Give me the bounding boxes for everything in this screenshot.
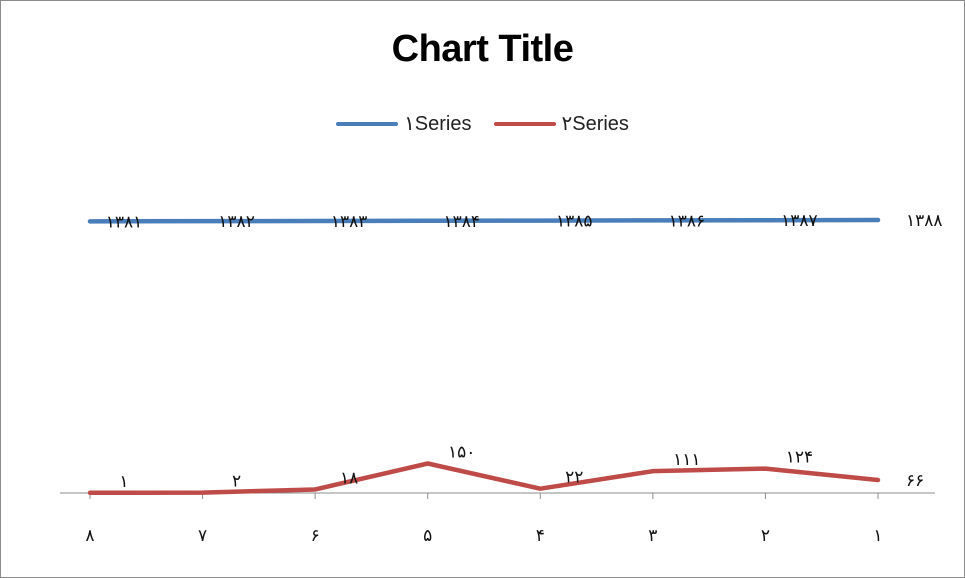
data-label-series-1: ۱۳۸۳ bbox=[331, 212, 368, 232]
data-label-series-2: ۱۱۱ bbox=[673, 450, 700, 470]
x-tick-label: ۲ bbox=[761, 526, 770, 546]
x-tick-label: ۵ bbox=[423, 526, 432, 546]
legend-label-series-1: ۱Series bbox=[404, 113, 472, 135]
data-label-series-2: ۲ bbox=[232, 472, 241, 492]
x-tick-label: ۷ bbox=[198, 526, 207, 546]
x-tick-label: ۶ bbox=[311, 526, 320, 546]
series-line-2 bbox=[87, 461, 881, 496]
legend-swatch-series-2 bbox=[493, 121, 556, 126]
legend-label-series-2: ۲Series bbox=[561, 113, 629, 135]
data-label-series-1: ۱۳۸۴ bbox=[443, 212, 480, 232]
data-label-series-2: ۱۸ bbox=[340, 468, 358, 488]
legend-item-series-2: ۲Series bbox=[493, 111, 629, 136]
data-label-series-2: ۲۲ bbox=[565, 468, 583, 488]
data-label-series-1: ۱۳۸۸ bbox=[906, 211, 943, 231]
data-label-series-2: ۱۵۰ bbox=[448, 442, 475, 462]
data-label-series-2: ۱ bbox=[119, 472, 128, 492]
chart-title: Chart Title bbox=[391, 28, 574, 70]
data-label-series-1: ۱۳۸۲ bbox=[218, 212, 255, 232]
legend: ۱Series ۲Series bbox=[0, 111, 965, 136]
data-label-series-1: ۱۳۸۷ bbox=[781, 211, 818, 231]
x-tick-label: ۱ bbox=[873, 526, 882, 546]
data-label-series-2: ۶۶ bbox=[906, 471, 924, 491]
data-label-series-1: ۱۳۸۱ bbox=[106, 212, 143, 232]
x-tick-label: ۳ bbox=[648, 526, 657, 546]
data-label-series-1: ۱۳۸۶ bbox=[669, 211, 706, 231]
x-tick-label: ۸ bbox=[85, 526, 94, 546]
series-line-1 bbox=[87, 217, 881, 224]
data-label-series-1: ۱۳۸۵ bbox=[556, 212, 593, 232]
x-tick-label: ۴ bbox=[536, 526, 545, 546]
legend-swatch-series-1 bbox=[336, 121, 399, 126]
data-label-series-2: ۱۲۴ bbox=[786, 448, 813, 468]
legend-item-series-1: ۱Series bbox=[336, 111, 472, 136]
